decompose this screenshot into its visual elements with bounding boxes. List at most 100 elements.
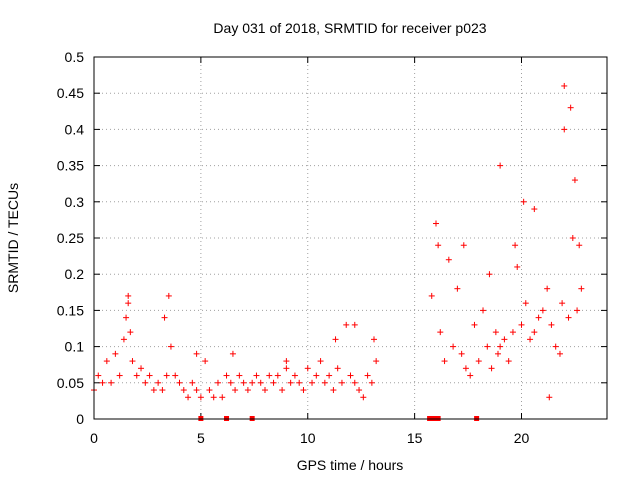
data-point (460, 242, 467, 249)
data-point (565, 314, 572, 321)
data-point (95, 372, 102, 379)
y-tick-label: 0.5 (65, 49, 85, 65)
data-point (287, 379, 294, 386)
data-point (531, 329, 538, 336)
data-point (484, 343, 491, 350)
data-point (99, 379, 106, 386)
data-point (441, 358, 448, 365)
data-point (520, 198, 527, 205)
data-point (428, 292, 435, 299)
data-point (125, 292, 132, 299)
y-tick-label: 0.2 (65, 266, 85, 282)
data-point (351, 321, 358, 328)
data-point (185, 394, 192, 401)
y-tick-label: 0 (76, 411, 84, 427)
data-point (108, 379, 115, 386)
data-point (291, 372, 298, 379)
x-tick-label: 0 (90, 430, 98, 446)
data-point (180, 387, 187, 394)
y-tick-label: 0.1 (65, 339, 85, 355)
x-tick-label: 5 (197, 430, 205, 446)
data-point (567, 104, 574, 111)
data-point (505, 358, 512, 365)
data-point (165, 292, 172, 299)
data-point (120, 336, 127, 343)
x-tick-label: 20 (514, 430, 530, 446)
data-point (304, 365, 311, 372)
data-point (556, 350, 563, 357)
data-point (462, 365, 469, 372)
data-point (576, 242, 583, 249)
y-tick-label: 0.4 (65, 121, 85, 137)
data-point (486, 271, 493, 278)
data-point (163, 372, 170, 379)
data-point (249, 379, 256, 386)
data-point (240, 379, 247, 386)
data-point (283, 358, 290, 365)
data-point (321, 379, 328, 386)
data-point (480, 307, 487, 314)
data-point (559, 300, 566, 307)
data-point (300, 387, 307, 394)
data-point (569, 235, 576, 241)
data-point (176, 379, 183, 386)
data-point (552, 343, 559, 350)
data-point (193, 387, 200, 394)
data-point (193, 350, 200, 357)
data-point (227, 379, 234, 386)
data-point (371, 336, 378, 343)
y-axis-label: SRMTID / TECUs (5, 183, 21, 293)
data-point (497, 162, 504, 169)
data-point (494, 350, 501, 357)
axis-ticks: 0 0.05 0.1 0.15 0.2 0.25 0.3 0.35 0.4 0.45 0.5 0 5 10… (57, 49, 607, 446)
data-point (236, 372, 243, 379)
data-point (317, 358, 324, 365)
data-point (274, 372, 281, 379)
data-point (332, 336, 339, 343)
data-point (244, 387, 251, 394)
data-point (347, 372, 354, 379)
data-point (146, 372, 153, 379)
data-point (262, 387, 268, 394)
data-point (133, 372, 140, 379)
data-point (475, 358, 482, 365)
data-point (488, 365, 495, 372)
data-point (270, 379, 277, 386)
data-point (467, 372, 474, 379)
data-point (326, 372, 333, 379)
data-point (138, 365, 145, 372)
data-point (522, 300, 529, 307)
data-point (283, 365, 290, 372)
data-point (129, 358, 136, 365)
y-tick-label: 0.3 (65, 194, 85, 210)
data-point (257, 379, 264, 386)
data-point (548, 321, 555, 328)
data-point (253, 372, 260, 379)
data-point (561, 82, 568, 89)
data-point (437, 329, 444, 336)
data-point (330, 387, 337, 394)
plot-frame (93, 56, 608, 420)
data-point (127, 329, 134, 336)
data-point (116, 372, 123, 379)
data-point (435, 242, 442, 249)
data-point (338, 379, 345, 386)
data-point (471, 321, 478, 328)
data-points (91, 82, 585, 421)
data-point (123, 314, 130, 321)
data-point (159, 387, 166, 394)
data-point (546, 394, 553, 401)
y-tick-label: 0.35 (57, 158, 84, 174)
data-point (535, 314, 542, 321)
data-point (458, 350, 465, 357)
data-point (279, 387, 286, 394)
data-point (219, 394, 226, 401)
data-point (368, 379, 375, 386)
data-point (313, 372, 320, 379)
data-point (497, 343, 504, 350)
data-point (155, 379, 162, 386)
data-point (364, 372, 371, 379)
data-point (450, 343, 457, 350)
data-point (514, 263, 521, 270)
